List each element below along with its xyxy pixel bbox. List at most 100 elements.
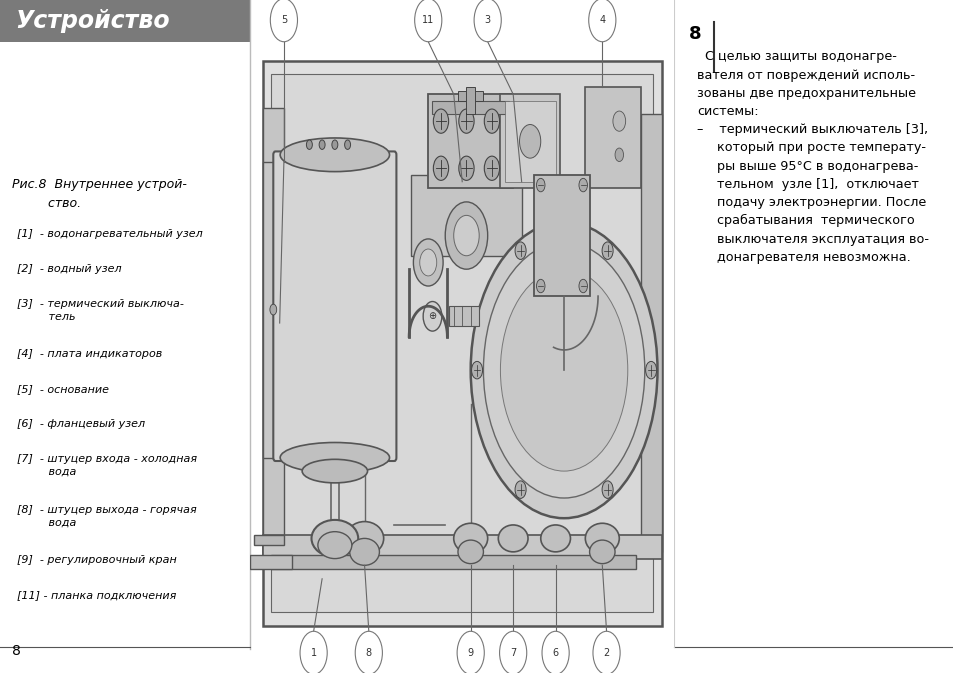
Circle shape bbox=[536, 178, 544, 192]
Ellipse shape bbox=[497, 525, 527, 552]
Bar bbox=[457, 91, 483, 101]
Text: 2: 2 bbox=[603, 648, 609, 658]
Bar bbox=[271, 555, 636, 569]
Circle shape bbox=[601, 242, 613, 259]
Circle shape bbox=[319, 140, 325, 149]
Bar bbox=[411, 175, 521, 256]
Text: Устройство: Устройство bbox=[15, 9, 170, 33]
Circle shape bbox=[415, 0, 441, 42]
Circle shape bbox=[419, 249, 436, 276]
Text: [4]  - плата индикаторов: [4] - плата индикаторов bbox=[10, 349, 162, 359]
Text: 7: 7 bbox=[510, 648, 516, 658]
FancyBboxPatch shape bbox=[273, 151, 396, 461]
Text: 4: 4 bbox=[598, 15, 605, 25]
Text: [2]  - водный узел: [2] - водный узел bbox=[10, 264, 121, 274]
Bar bbox=[262, 535, 661, 559]
Text: 3: 3 bbox=[484, 15, 490, 25]
Text: 8: 8 bbox=[688, 25, 700, 43]
Circle shape bbox=[300, 631, 327, 673]
Ellipse shape bbox=[454, 524, 487, 553]
Text: 11: 11 bbox=[421, 15, 434, 25]
Bar bbox=[500, 94, 559, 188]
Bar bbox=[253, 535, 284, 545]
Circle shape bbox=[474, 0, 500, 42]
Bar bbox=[262, 61, 661, 626]
Text: [8]  - штуцер выхода - горячая
           вода: [8] - штуцер выхода - горячая вода bbox=[10, 505, 196, 528]
Ellipse shape bbox=[345, 522, 383, 555]
Text: 6: 6 bbox=[552, 648, 558, 658]
Bar bbox=[262, 108, 284, 552]
Circle shape bbox=[470, 222, 657, 518]
Circle shape bbox=[578, 178, 587, 192]
Text: [3]  - термический выключа-
           тель: [3] - термический выключа- тель bbox=[10, 299, 184, 322]
Ellipse shape bbox=[312, 520, 357, 557]
Bar bbox=[432, 101, 508, 114]
Circle shape bbox=[445, 202, 487, 269]
Text: [7]  - штуцер входа - холодная
           вода: [7] - штуцер входа - холодная вода bbox=[10, 454, 197, 477]
Text: [11] - планка подключения: [11] - планка подключения bbox=[10, 590, 176, 600]
Circle shape bbox=[484, 156, 499, 180]
Circle shape bbox=[515, 481, 525, 499]
Circle shape bbox=[458, 156, 474, 180]
Circle shape bbox=[355, 631, 382, 673]
Circle shape bbox=[483, 242, 644, 498]
Bar bbox=[262, 162, 288, 458]
Ellipse shape bbox=[280, 443, 389, 472]
Circle shape bbox=[612, 111, 625, 131]
Circle shape bbox=[433, 109, 448, 133]
Text: 8: 8 bbox=[365, 648, 372, 658]
Bar bbox=[271, 74, 653, 612]
Text: 5: 5 bbox=[280, 15, 287, 25]
Text: Рис.8  Внутреннее устрой-
         ство.: Рис.8 Внутреннее устрой- ство. bbox=[12, 178, 187, 211]
Circle shape bbox=[344, 140, 350, 149]
Circle shape bbox=[499, 631, 526, 673]
Bar bbox=[0, 0, 250, 42]
Circle shape bbox=[306, 140, 312, 149]
Circle shape bbox=[270, 0, 297, 42]
Bar bbox=[449, 306, 478, 326]
Ellipse shape bbox=[302, 459, 367, 483]
Ellipse shape bbox=[317, 532, 352, 559]
Bar bbox=[534, 175, 589, 296]
Text: 1: 1 bbox=[311, 648, 316, 658]
Ellipse shape bbox=[540, 525, 570, 552]
Circle shape bbox=[588, 0, 616, 42]
Ellipse shape bbox=[585, 524, 618, 553]
Circle shape bbox=[270, 304, 276, 315]
Ellipse shape bbox=[457, 540, 483, 564]
Circle shape bbox=[456, 631, 484, 673]
Circle shape bbox=[519, 125, 540, 158]
Circle shape bbox=[332, 140, 337, 149]
Ellipse shape bbox=[589, 540, 615, 564]
Text: [5]  - основание: [5] - основание bbox=[10, 384, 109, 394]
Circle shape bbox=[593, 631, 619, 673]
Text: ⊕: ⊕ bbox=[428, 312, 436, 321]
Circle shape bbox=[578, 279, 587, 293]
Ellipse shape bbox=[350, 538, 379, 565]
Circle shape bbox=[454, 215, 478, 256]
Circle shape bbox=[541, 631, 569, 673]
Circle shape bbox=[471, 361, 482, 379]
Circle shape bbox=[515, 242, 525, 259]
Text: 9: 9 bbox=[467, 648, 474, 658]
Text: С целью защиты водонагре-
вателя от повреждений исполь-
зованы две предохранител: С целью защиты водонагре- вателя от повр… bbox=[696, 50, 928, 264]
Text: [1]  - водонагревательный узел: [1] - водонагревательный узел bbox=[10, 229, 203, 239]
Circle shape bbox=[500, 269, 627, 471]
Bar bbox=[250, 555, 292, 569]
Circle shape bbox=[458, 109, 474, 133]
Bar bbox=[466, 87, 475, 114]
Circle shape bbox=[413, 239, 442, 286]
Circle shape bbox=[615, 148, 623, 162]
Bar bbox=[639, 114, 661, 552]
Bar bbox=[585, 87, 639, 188]
Circle shape bbox=[484, 109, 499, 133]
Ellipse shape bbox=[280, 138, 389, 172]
Circle shape bbox=[423, 302, 441, 331]
Text: [9]  - регулировочный кран: [9] - регулировочный кран bbox=[10, 555, 176, 565]
Bar bbox=[504, 101, 555, 182]
Text: [6]  - фланцевый узел: [6] - фланцевый узел bbox=[10, 419, 145, 429]
Circle shape bbox=[645, 361, 656, 379]
Circle shape bbox=[601, 481, 613, 499]
Circle shape bbox=[536, 279, 544, 293]
Text: 8: 8 bbox=[12, 644, 21, 658]
